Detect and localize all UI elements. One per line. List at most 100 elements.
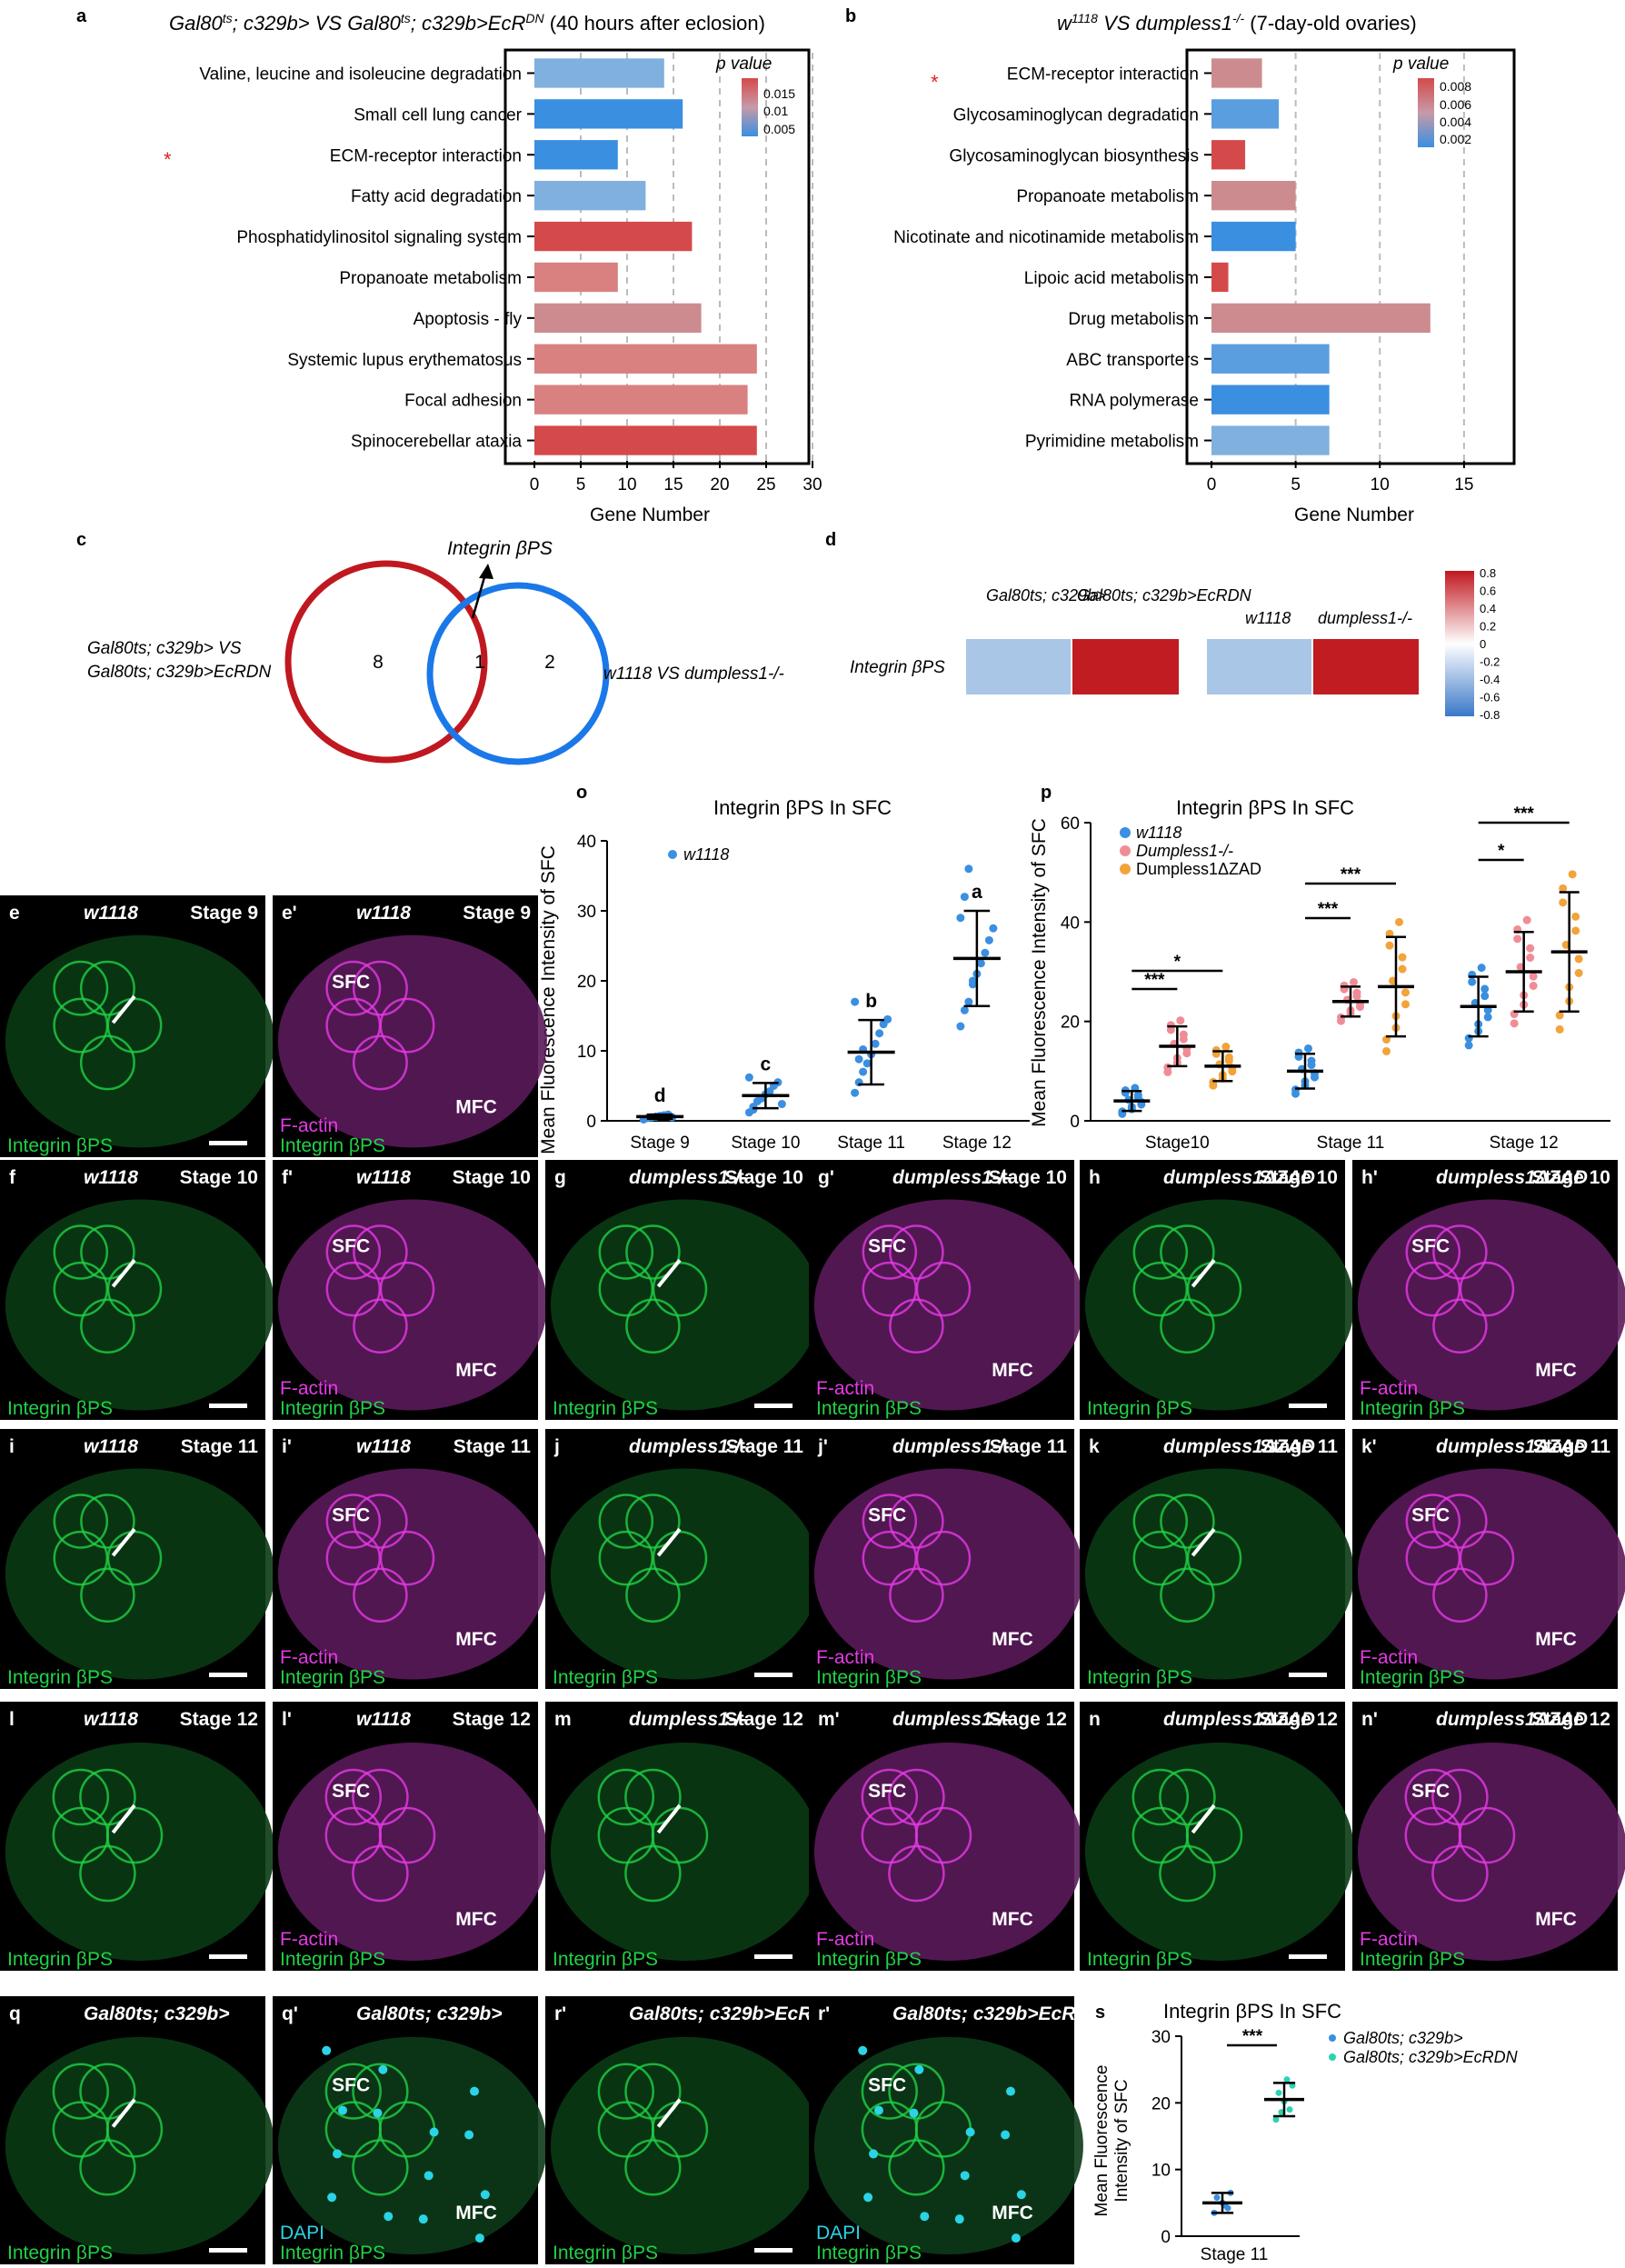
micrograph-tile: e w1118 Stage 9 Integrin βPS xyxy=(0,895,274,1157)
y-tick-label: 10 xyxy=(577,1043,596,1062)
micrograph-stage: Stage 9 xyxy=(463,903,531,924)
channel-label: Integrin βPS xyxy=(816,1949,922,1970)
channel-label: Integrin βPS xyxy=(280,1667,385,1688)
scale-tick: 0.6 xyxy=(1480,584,1496,598)
channel-label: Integrin βPS xyxy=(7,1398,113,1419)
mfc-label: MFC xyxy=(992,1360,1033,1381)
micrograph-letter: f xyxy=(9,1167,16,1188)
significance-stars: *** xyxy=(1341,865,1361,884)
nucleus xyxy=(373,2108,383,2118)
micrograph-tile: g' dumpless1-/-Stage 10 SFC MFC F-actinInteg… xyxy=(809,1160,1083,1420)
cell-outline xyxy=(861,2101,918,2158)
cell-outline xyxy=(597,2063,654,2120)
bar xyxy=(534,58,664,88)
category-label: ECM-receptor interaction xyxy=(330,146,522,165)
cell-outline xyxy=(1132,1768,1190,1826)
cell-outline xyxy=(862,1261,918,1317)
category-label: Nicotinate and nicotinamide metabolism xyxy=(893,228,1199,247)
micrograph-letter: f' xyxy=(282,1167,293,1188)
y-tick-label: 20 xyxy=(1061,1014,1080,1033)
panel-b-letter: b xyxy=(845,6,856,26)
data-point xyxy=(956,1022,965,1031)
mfc-label: MFC xyxy=(455,1629,497,1650)
venn-right-circle xyxy=(426,582,610,765)
data-point xyxy=(1571,912,1580,921)
arrow-icon xyxy=(656,2098,682,2128)
cell-outline xyxy=(79,960,135,1016)
category-label: Drug metabolism xyxy=(1068,310,1199,329)
data-point xyxy=(1401,988,1410,997)
venn-overlap-count: 1 xyxy=(474,652,485,673)
cell-outline xyxy=(625,1494,681,1549)
panel-b-grid xyxy=(1294,53,1465,461)
mfc-label: MFC xyxy=(992,1909,1033,1930)
bar xyxy=(1211,58,1262,88)
cell-outline xyxy=(352,960,408,1016)
channel-label: Integrin βPS xyxy=(553,1949,658,1970)
cell-outline xyxy=(325,1261,382,1317)
panel-p-ylabel: Mean Fluorescence Intensity of SFC xyxy=(1029,818,1050,1127)
data-point xyxy=(1272,2116,1280,2123)
heatmap-cell xyxy=(1313,639,1419,694)
scale-bar xyxy=(754,1954,793,1959)
micrograph-grid: e w1118 Stage 9 Integrin βPS e' w1118 Stage 9 S… xyxy=(0,895,1625,2264)
micrograph-genotype: w1118 xyxy=(356,903,411,924)
channel-label: Integrin βPS xyxy=(7,1949,113,1970)
mfc-label: MFC xyxy=(455,1360,497,1381)
cell-outline xyxy=(624,1768,682,1826)
panel-p-title: Integrin βPS In SFC xyxy=(1176,796,1354,819)
cell-outline xyxy=(862,1494,918,1549)
y-tick-label: 10 xyxy=(1151,2162,1171,2181)
micrograph-letter: r' xyxy=(554,2003,566,2024)
cell-outline xyxy=(1432,1494,1488,1549)
arrow-icon xyxy=(1191,1527,1216,1557)
nucleus xyxy=(322,2045,332,2055)
cell-outline xyxy=(861,2063,918,2120)
cell-outline xyxy=(353,1494,408,1549)
cell-outline xyxy=(1432,1224,1488,1280)
cell-outline xyxy=(1431,1844,1489,1903)
micrograph-stage: Stage 10 xyxy=(989,1167,1067,1188)
channel-label: F-actin xyxy=(280,1378,338,1399)
data-point xyxy=(1526,944,1535,953)
panel-s-ylabel-1: Mean Fluorescence xyxy=(1092,2065,1112,2217)
nucleus xyxy=(965,2127,975,2137)
bar xyxy=(1211,303,1431,334)
micrograph-genotype: w1118 xyxy=(84,1167,138,1188)
panel-b-star: * xyxy=(931,71,939,94)
bar xyxy=(534,221,693,252)
data-point xyxy=(1555,1011,1564,1020)
data-point xyxy=(960,1005,969,1014)
cell-outline xyxy=(53,1530,109,1586)
mfc-label: MFC xyxy=(455,1909,497,1930)
data-point xyxy=(1480,984,1490,994)
bar xyxy=(534,140,618,170)
category-label: Apoptosis - fly xyxy=(414,310,523,329)
arrow-icon xyxy=(111,2098,136,2128)
micrograph-stage: Stage 12 xyxy=(1260,1709,1338,1730)
bar xyxy=(1211,140,1246,170)
nucleus xyxy=(873,2105,883,2115)
panel-b-xlabel: Gene Number xyxy=(1294,505,1414,525)
venn-left-label-2: Gal80ts; c329b>EcRDN xyxy=(87,663,272,682)
nucleus xyxy=(954,2214,964,2224)
egg-chamber xyxy=(5,934,274,1148)
nucleus xyxy=(1001,2130,1011,2140)
panel-a-star: * xyxy=(164,148,172,171)
micrograph-letter: q xyxy=(9,2003,21,2024)
egg-chamber xyxy=(1084,1468,1354,1680)
channel-label: DAPI xyxy=(816,2223,861,2243)
heatmap-scale-bar xyxy=(1445,571,1474,716)
panel-b-legend-tick: 0.004 xyxy=(1440,115,1471,129)
scale-tick: 0.2 xyxy=(1480,620,1496,634)
nucleus xyxy=(863,2193,873,2203)
cell-outline xyxy=(325,1530,382,1586)
nucleus xyxy=(869,2149,879,2159)
cell-outline xyxy=(889,1567,944,1623)
egg-chamber xyxy=(1357,1468,1625,1680)
heatmap-cell xyxy=(966,639,1071,694)
panel-a-title: Gal80ts; c329b> VS Gal80ts; c329b>EcRDN … xyxy=(169,11,765,35)
